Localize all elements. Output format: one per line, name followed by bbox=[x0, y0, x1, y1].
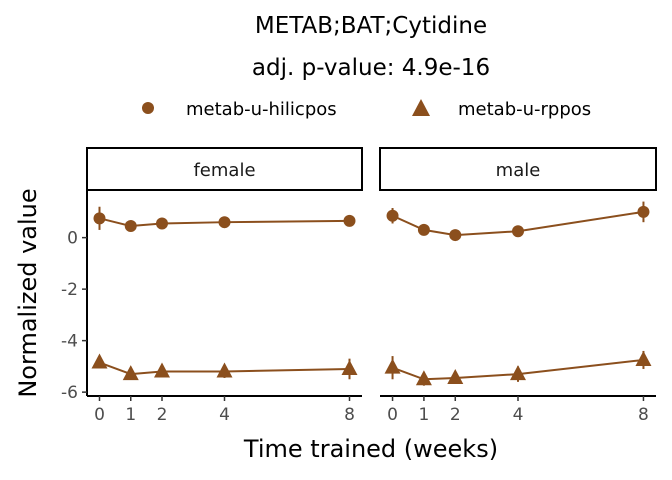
data-point-triangle bbox=[216, 362, 233, 378]
data-point-circle bbox=[449, 229, 462, 242]
data-point-triangle bbox=[341, 359, 358, 375]
legend-circle-marker bbox=[142, 102, 154, 114]
x-tick-label: 4 bbox=[219, 405, 230, 425]
x-tick-label: 4 bbox=[513, 405, 524, 425]
data-point-triangle bbox=[510, 365, 526, 381]
y-tick-label: -2 bbox=[61, 280, 78, 300]
strip-female bbox=[86, 147, 363, 191]
x-tick-label: 1 bbox=[125, 405, 136, 425]
strip-label-female: female bbox=[193, 160, 255, 181]
data-point-triangle bbox=[154, 362, 170, 378]
data-point-circle bbox=[218, 216, 231, 229]
x-axis-title: Time trained (weeks) bbox=[243, 435, 498, 463]
legend: metab-u-hilicpos metab-u-rppos bbox=[142, 99, 591, 120]
x-tick-label: 2 bbox=[157, 405, 168, 425]
data-point-triangle bbox=[384, 358, 401, 374]
data-point-circle bbox=[417, 223, 430, 236]
y-axis-title: Normalized value bbox=[14, 188, 42, 397]
data-point-triangle bbox=[415, 370, 432, 386]
strip-male bbox=[379, 147, 657, 191]
data-point-circle bbox=[93, 212, 106, 225]
legend-label-hilicpos: metab-u-hilicpos bbox=[186, 99, 337, 120]
x-tick-label: 0 bbox=[387, 405, 398, 425]
x-tick-label: 8 bbox=[344, 405, 355, 425]
data-point-triangle bbox=[91, 353, 108, 369]
chart-title: METAB;BAT;Cytidine bbox=[255, 13, 487, 39]
y-tick-label: -6 bbox=[61, 383, 78, 403]
data-point-circle bbox=[512, 225, 524, 238]
data-point-circle bbox=[637, 205, 650, 218]
y-tick-label: -4 bbox=[61, 332, 78, 352]
x-tick-label: 2 bbox=[450, 405, 461, 425]
x-tick-label: 1 bbox=[418, 405, 429, 425]
data-point-circle bbox=[386, 209, 399, 222]
data-point-triangle bbox=[447, 368, 464, 384]
legend-label-rppos: metab-u-rppos bbox=[458, 99, 591, 120]
x-tick-label: 0 bbox=[94, 405, 105, 425]
legend-triangle-marker bbox=[412, 99, 430, 116]
data-point-circle bbox=[156, 217, 168, 230]
data-point-triangle bbox=[635, 350, 652, 366]
y-axis: 0 -2 -4 -6 bbox=[61, 190, 88, 403]
data-point-triangle bbox=[122, 365, 139, 381]
data-point-circle bbox=[124, 220, 137, 233]
y-tick-label: 0 bbox=[67, 229, 78, 249]
data-point-circle bbox=[343, 214, 356, 227]
chart-subtitle: adj. p-value: 4.9e-16 bbox=[252, 55, 490, 81]
strip-label-male: male bbox=[496, 160, 541, 181]
x-tick-label: 8 bbox=[638, 405, 649, 425]
